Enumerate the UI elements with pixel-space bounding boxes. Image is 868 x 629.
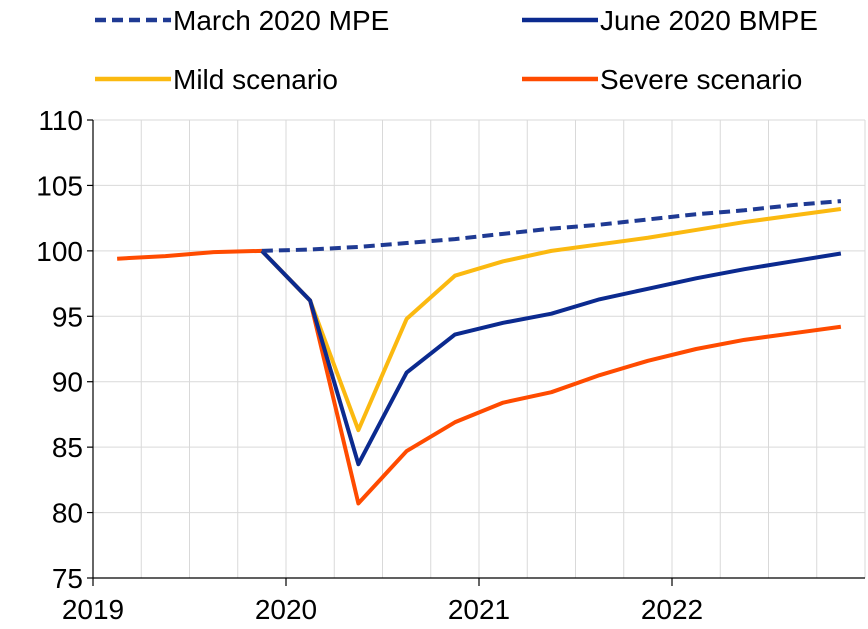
legend: March 2020 MPE June 2020 BMPE Mild scenari… xyxy=(95,5,818,95)
legend-item-march-2020-mpe: March 2020 MPE xyxy=(95,5,389,36)
x-tick-label: 2022 xyxy=(641,594,703,625)
legend-item-june-2020-bmpe: June 2020 BMPE xyxy=(522,5,818,36)
series-layer xyxy=(117,199,842,506)
series-line-severe-scenario xyxy=(117,248,842,506)
x-tick-label: 2019 xyxy=(62,594,124,625)
legend-item-severe-scenario: Severe scenario xyxy=(522,64,802,95)
y-tick-label: 75 xyxy=(52,563,83,594)
legend-label: June 2020 BMPE xyxy=(600,5,818,36)
grid-layer xyxy=(93,119,866,578)
series-line-mild-scenario xyxy=(260,206,842,433)
x-tick-label: 2020 xyxy=(255,594,317,625)
legend-label: Severe scenario xyxy=(600,64,802,95)
y-tick-label: 110 xyxy=(38,105,83,136)
y-tick-label: 105 xyxy=(36,170,83,201)
x-tick-label: 2021 xyxy=(448,594,510,625)
legend-label: March 2020 MPE xyxy=(173,5,389,36)
y-tick-label: 80 xyxy=(52,498,83,529)
y-tick-label: 95 xyxy=(52,301,83,332)
legend-label: Mild scenario xyxy=(173,64,338,95)
y-tick-label: 90 xyxy=(52,367,83,398)
y-tick-label: 85 xyxy=(52,432,83,463)
y-tick-label: 100 xyxy=(36,236,83,267)
axis-layer: 75 80 85 90 95 100 105 110 2019 2020 2021 2022 xyxy=(36,105,865,625)
series-line-march-2020-mpe xyxy=(261,199,842,253)
legend-item-mild-scenario: Mild scenario xyxy=(95,64,338,95)
series-line-june-2020-bmpe xyxy=(260,249,842,467)
